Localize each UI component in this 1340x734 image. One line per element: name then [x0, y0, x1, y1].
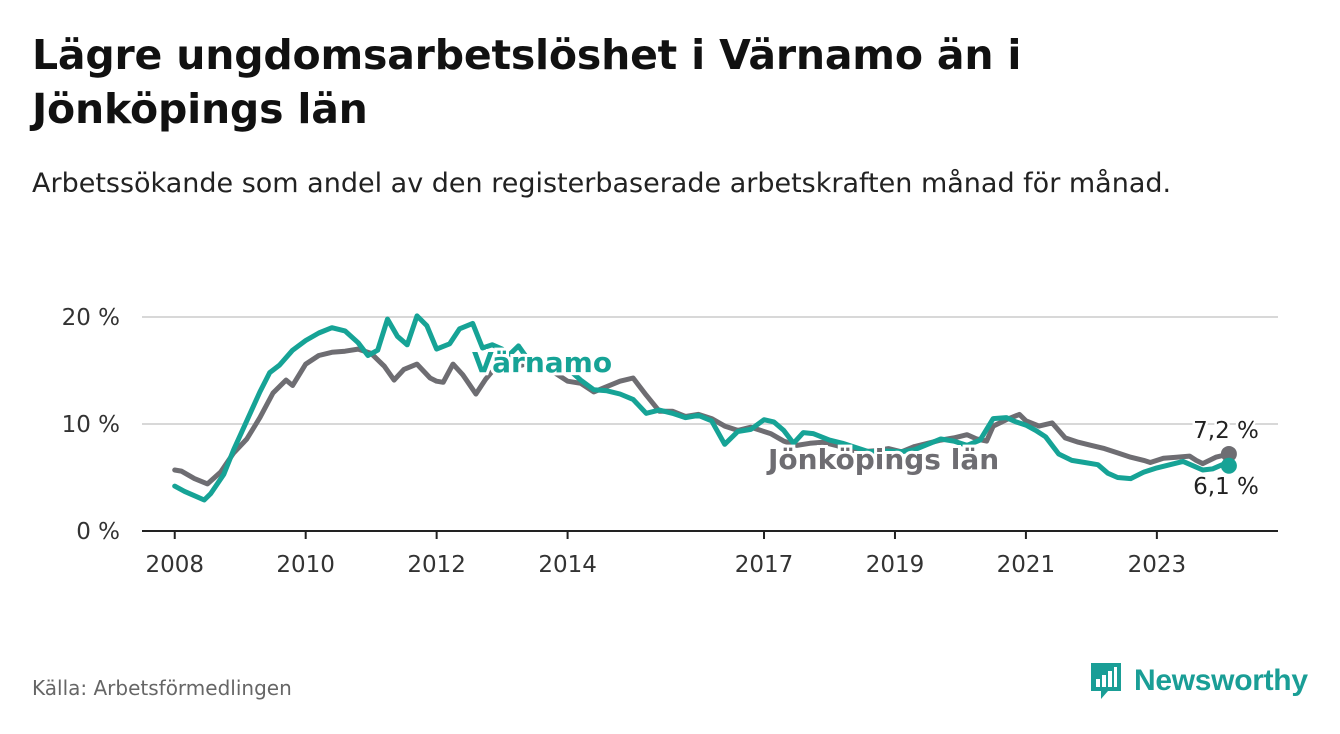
series-label-varnamo: Värnamo	[472, 346, 612, 379]
x-tick-label: 2012	[407, 552, 466, 578]
newsworthy-logo-icon	[1091, 663, 1121, 699]
x-tick-label: 2008	[145, 552, 204, 578]
x-axis: 2008 2010 2012 2014 2017 2019 2021 2023	[142, 530, 1278, 578]
series-label-jonkoping: Jönköpings län	[766, 443, 999, 476]
series-line-varnamo	[172, 313, 1232, 503]
y-tick-label: 20 %	[62, 305, 120, 331]
gridlines	[142, 316, 1278, 425]
x-tick-label: 2023	[1128, 552, 1187, 578]
x-tick-label: 2019	[866, 552, 925, 578]
y-tick-label: 0 %	[76, 519, 120, 545]
line-chart: 0 % 10 % 20 % 2008 2010 2012 2014 2017 2019 2021…	[62, 305, 1278, 578]
series-lines	[172, 313, 1237, 503]
end-dot-jonkoping	[1220, 445, 1237, 462]
x-tick-label: 2010	[276, 552, 335, 578]
end-dot-varnamo	[1220, 457, 1237, 474]
y-axis-labels: 0 % 10 % 20 %	[62, 305, 120, 545]
end-value-varnamo: 6,1 %	[1193, 474, 1259, 500]
x-tick-label: 2014	[538, 552, 597, 578]
series-labels: Värnamo Jönköpings län 7,2 % 6,1 %	[469, 343, 1261, 503]
x-tick-label: 2017	[735, 552, 794, 578]
chart-title: Lägre ungdomsarbetslöshet i Värnamo än i…	[32, 31, 1022, 133]
chart-subtitle: Arbetssökande som andel av den registerb…	[32, 168, 1172, 199]
end-value-jonkoping: 7,2 %	[1193, 418, 1259, 444]
y-tick-label: 10 %	[62, 412, 120, 438]
brand-logo: Newsworthy	[1088, 660, 1308, 702]
brand-name: Newsworthy	[1134, 664, 1308, 697]
x-tick-label: 2021	[997, 552, 1056, 578]
source-note: Källa: Arbetsförmedlingen	[32, 676, 292, 700]
